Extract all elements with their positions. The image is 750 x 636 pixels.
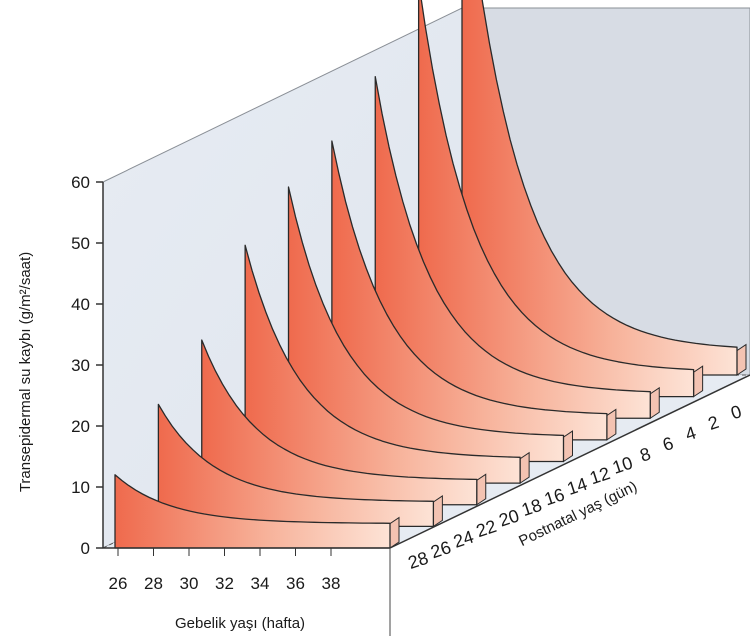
z-tick-label: 4	[683, 422, 699, 444]
z-tick-label: 26	[428, 537, 453, 562]
slice-gestational-40	[417, 0, 704, 398]
slice-side-face	[432, 495, 443, 528]
x-tick-label: 30	[180, 574, 199, 593]
z-tick-label: 20	[496, 505, 521, 530]
slice-curve	[114, 474, 391, 549]
y-tick-label: 0	[81, 539, 90, 558]
x-axis-ticks: 26 28 30 32 34 36 38	[109, 548, 341, 593]
slice-gestational-41	[461, 0, 747, 376]
slice-side-face	[606, 408, 617, 441]
z-tick-label: 16	[542, 484, 567, 509]
x-tick-label: 32	[215, 574, 234, 593]
slice-curve	[374, 76, 651, 419]
slice-curve	[417, 0, 695, 398]
z-tick-label: 18	[519, 495, 544, 520]
z-tick-label: 8	[637, 444, 653, 466]
slice-curve	[331, 140, 608, 441]
y-tick-label: 50	[71, 234, 90, 253]
z-tick-label: 22	[474, 516, 499, 541]
slice-gestational-30	[157, 403, 443, 528]
z-tick-label: 2	[706, 412, 722, 434]
y-tick-label: 40	[71, 295, 90, 314]
slice-gestational-39	[374, 76, 660, 420]
slice-side-face	[519, 451, 530, 485]
y-tick-label: 30	[71, 356, 90, 375]
z-tick-label: 10	[610, 453, 635, 478]
z-tick-label: 14	[565, 474, 590, 499]
z-tick-label: 24	[451, 527, 476, 552]
slice-side-face	[693, 365, 704, 398]
front-right-edge	[389, 374, 750, 549]
x-tick-label: 28	[144, 574, 163, 593]
slice-side-face	[389, 516, 400, 549]
z-tick-label: 28	[406, 548, 431, 573]
slice-side-face	[476, 473, 487, 506]
x-tick-label: 38	[322, 574, 341, 593]
slice-side-face	[736, 343, 747, 376]
y-axis-label: Transepidermal su kaybı (g/m²/saat)	[17, 252, 34, 492]
z-tick-label: 12	[587, 463, 612, 488]
y-axis-ticks: 0 10 20 30 40 50 60	[71, 173, 103, 558]
x-tick-label: 34	[251, 574, 270, 593]
slice-curve	[287, 186, 565, 463]
slice-gestational-34	[201, 339, 487, 506]
x-axis-label: Gebelik yaşı (hafta)	[175, 615, 305, 632]
z-tick-label: 0	[728, 401, 744, 423]
z-tick-label: 6	[660, 433, 676, 455]
slice-curve	[157, 403, 435, 528]
y-tick-label: 60	[71, 173, 90, 192]
x-tick-label: 36	[286, 574, 305, 593]
slice-gestational-38	[331, 140, 617, 441]
slice-gestational-37	[287, 186, 573, 463]
slice-gestational-26	[114, 474, 400, 549]
slice-side-face	[649, 386, 660, 420]
x-tick-label: 26	[109, 574, 128, 593]
slice-gestational-36	[244, 244, 530, 485]
y-tick-label: 10	[71, 478, 90, 497]
y-tick-label: 20	[71, 417, 90, 436]
slice-curve	[461, 0, 738, 376]
slice-side-face	[563, 430, 573, 463]
slice-curve	[201, 339, 478, 506]
data-slices	[114, 0, 747, 549]
slice-curve	[244, 244, 521, 484]
